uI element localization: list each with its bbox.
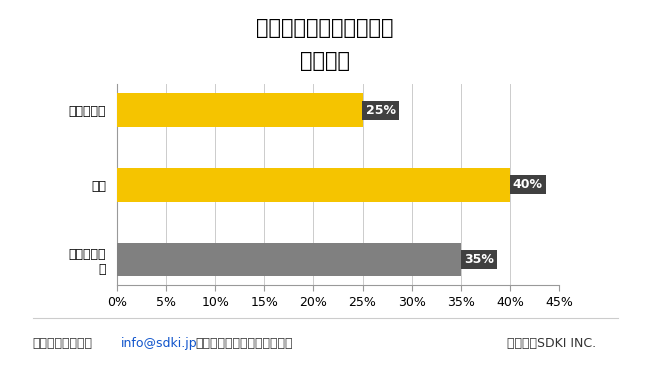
Bar bbox=[117, 93, 363, 127]
Bar bbox=[117, 243, 461, 276]
Text: 25%: 25% bbox=[365, 104, 395, 117]
Text: info@sdki.jp: info@sdki.jp bbox=[121, 336, 198, 350]
Text: 詳細については、: 詳細については、 bbox=[32, 336, 92, 350]
Text: 40%: 40% bbox=[513, 178, 543, 191]
Text: 地域貢献: 地域貢献 bbox=[300, 51, 350, 71]
Text: 35%: 35% bbox=[463, 253, 493, 266]
Bar bbox=[117, 168, 510, 202]
Text: 治療薬モニタリング市場: 治療薬モニタリング市場 bbox=[256, 18, 394, 38]
Text: ソース：SDKI INC.: ソース：SDKI INC. bbox=[507, 336, 596, 350]
Text: にメールをお送りください。: にメールをお送りください。 bbox=[195, 336, 292, 350]
